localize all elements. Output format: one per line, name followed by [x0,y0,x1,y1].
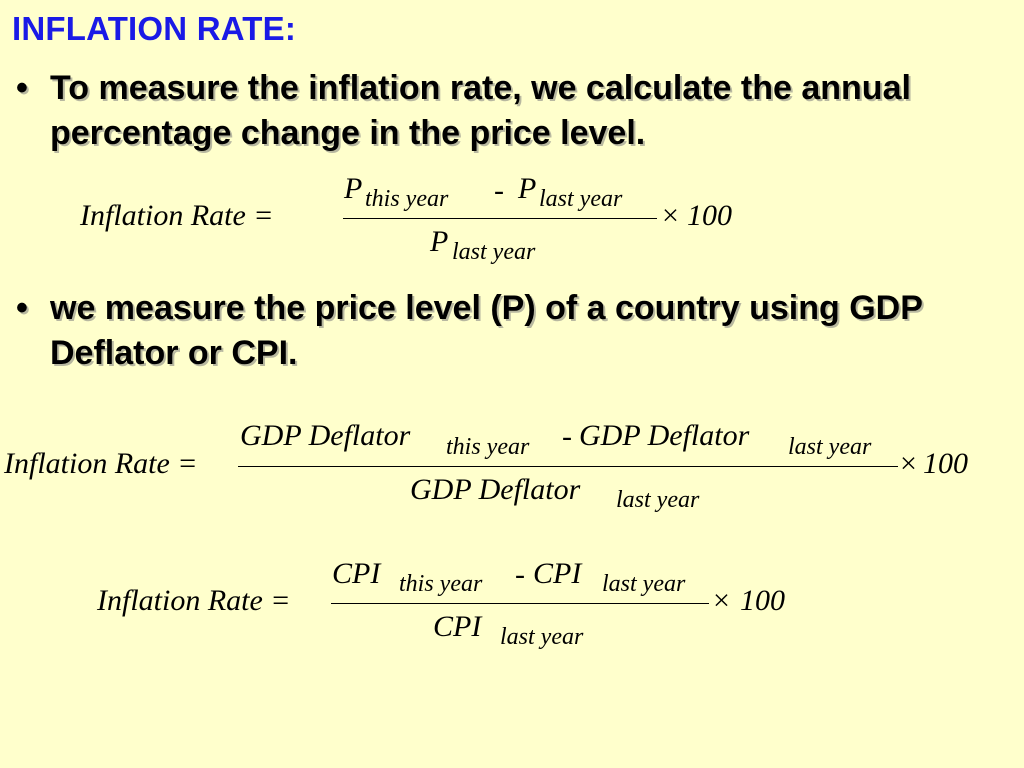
numerator-subscript-1: this year [446,434,530,460]
numerator-subscript-2: last year [788,434,872,460]
bullet-text: To measure the inflation rate, we calcul… [50,69,911,152]
bullet-item-price-level: • we measure the price level (P) of a co… [16,286,1006,376]
times-sign: × [662,199,679,232]
numerator-term-2: P [518,172,537,205]
numerator-term-1: CPI [332,557,381,590]
numerator-subscript-2: last year [539,186,623,212]
fraction-bar [238,466,898,467]
minus-sign: - [515,558,525,591]
bullet-text: we measure the price level (P) of a coun… [50,289,923,372]
minus-sign: - [562,420,572,453]
numerator-term-2: CPI [533,557,582,590]
numerator-term-1: P [344,172,363,205]
fraction-bar [331,603,709,604]
denominator-subscript: last year [452,239,536,265]
denominator-term: P [430,225,449,258]
times-sign: × [713,584,730,617]
slide-title: INFLATION RATE: [12,10,297,47]
numerator-subscript-2: last year [602,571,686,597]
bullet-item-measure: • To measure the inflation rate, we calc… [16,66,1006,156]
minus-sign: - [494,174,504,207]
numerator-subscript-1: this year [399,571,483,597]
formula-lhs: Inflation Rate = [97,584,291,617]
multiplier: 100 [740,584,785,617]
fraction-bar [343,218,657,219]
numerator-subscript-1: this year [365,186,449,212]
formula-lhs: Inflation Rate = [4,447,198,480]
numerator-term-2: GDP Deflator [579,419,750,452]
denominator-subscript: last year [500,624,584,650]
denominator-term: CPI [433,610,482,643]
formula-lhs: Inflation Rate = [80,199,274,232]
denominator-term: GDP Deflator [410,473,581,506]
multiplier: 100 [923,447,968,480]
bullet-dot: • [16,289,28,327]
multiplier: 100 [687,199,732,232]
numerator-term-1: GDP Deflator [240,419,411,452]
denominator-subscript: last year [616,487,700,513]
bullet-dot: • [16,69,28,107]
times-sign: × [900,447,917,480]
